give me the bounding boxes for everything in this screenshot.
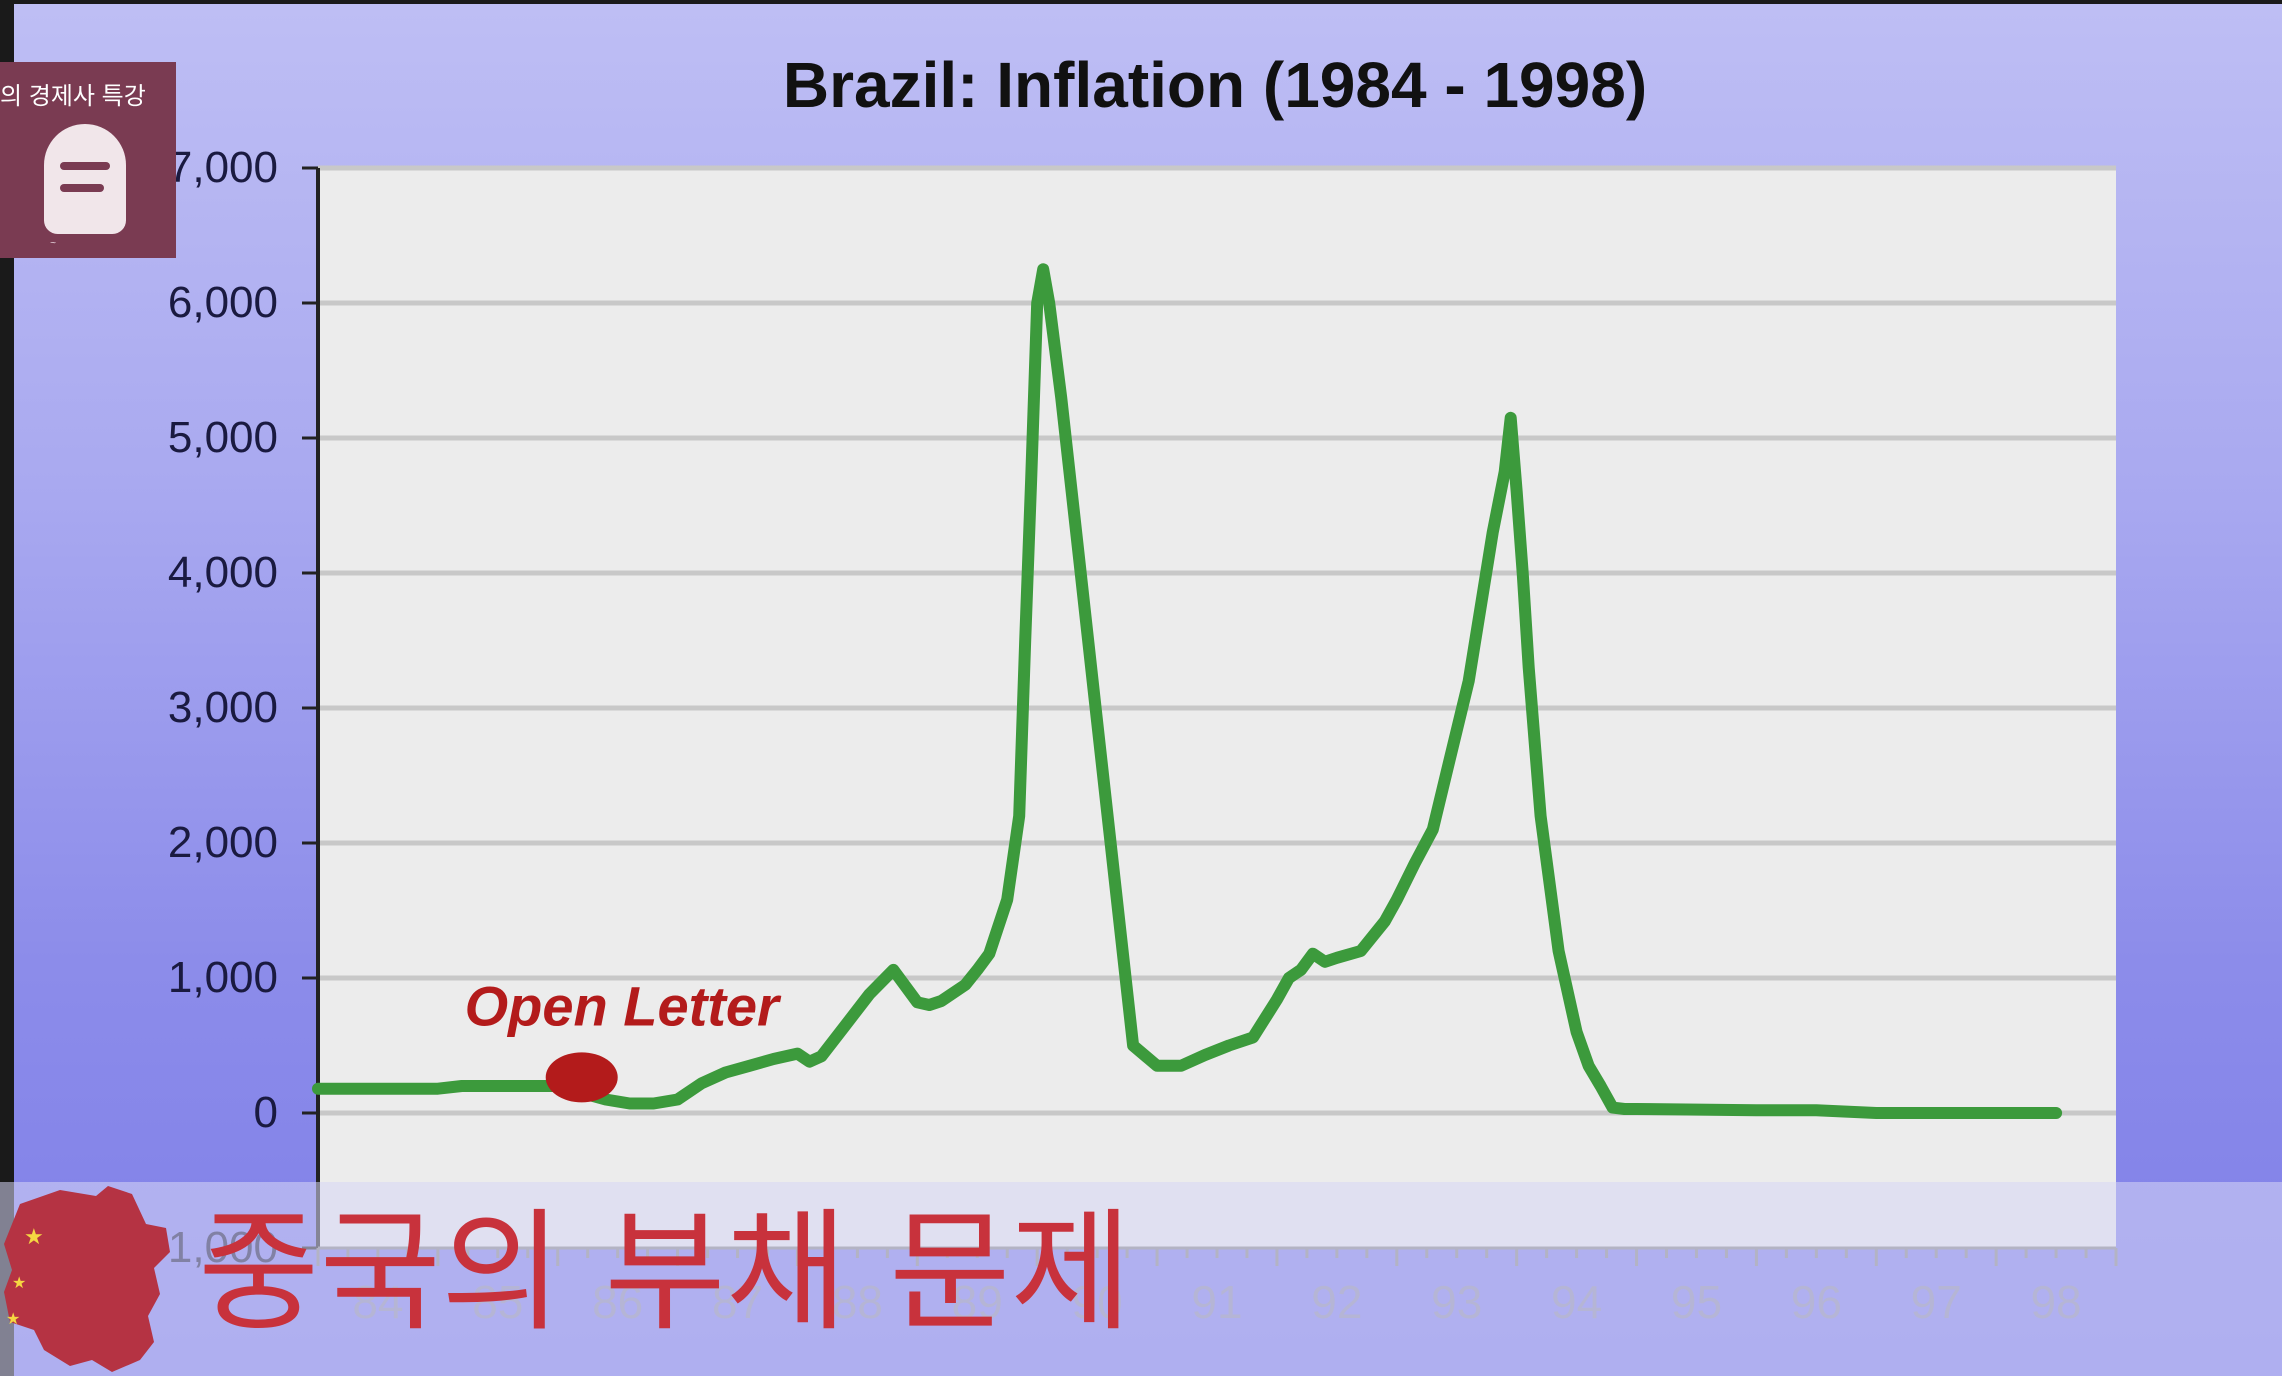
annotation-layer: Open Letter: [465, 974, 782, 1103]
y-tick-label: 4,000: [168, 548, 278, 597]
head-stripe-icon: [60, 184, 104, 192]
svg-text:★: ★: [12, 1275, 26, 1292]
china-map-icon: ★ ★ ★: [4, 1186, 170, 1372]
svg-text:★: ★: [6, 1311, 20, 1328]
chart-title: Brazil: Inflation (1984 - 1998): [782, 49, 1648, 121]
open-letter-label: Open Letter: [465, 974, 782, 1037]
head-stripe-icon: [60, 162, 110, 170]
y-tick-label: 2,000: [168, 818, 278, 867]
signature-mark: ~: [50, 238, 56, 249]
y-tick-label: 1,000: [168, 953, 278, 1002]
svg-text:★: ★: [24, 1224, 44, 1249]
channel-logo-text: 의 경제사 특강: [0, 83, 146, 110]
y-tick-label: 0: [254, 1088, 278, 1137]
gridlines: [318, 165, 2116, 1116]
caption-band: [0, 1182, 2282, 1376]
y-tick-label: 7,000: [168, 143, 278, 192]
y-tick-label: 3,000: [168, 683, 278, 732]
series-layer: [312, 263, 2063, 1119]
open-letter-marker: [545, 1052, 618, 1103]
y-tick-label: 6,000: [168, 278, 278, 327]
channel-logo: 의 경제사 특강 ~: [0, 62, 176, 258]
caption-text: 중국의 부채 문제: [198, 1196, 1132, 1350]
inflation-series-line: [312, 263, 2063, 1119]
y-tick-label: 5,000: [168, 413, 278, 462]
head-silhouette-icon: [44, 124, 126, 234]
